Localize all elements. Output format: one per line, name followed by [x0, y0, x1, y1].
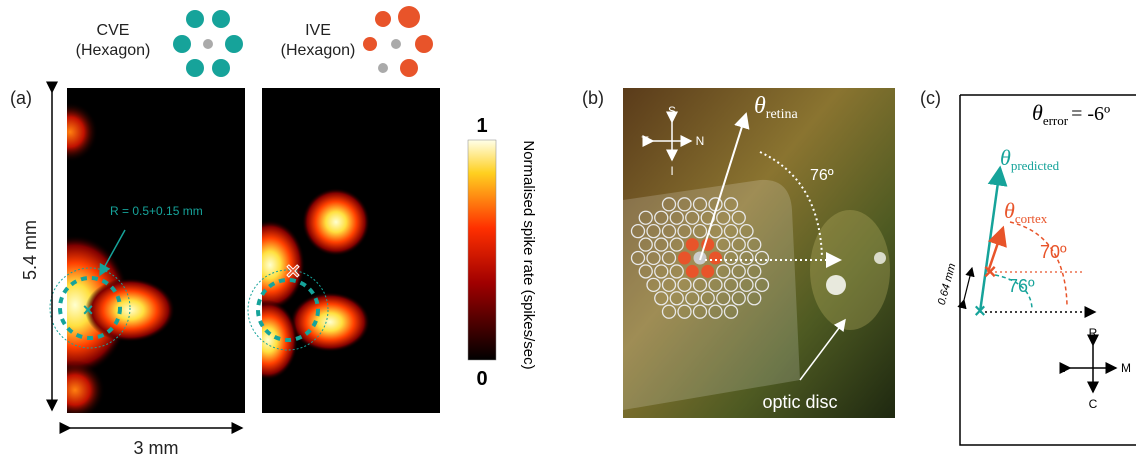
ive-name: IVE — [305, 22, 331, 39]
electrode — [678, 252, 691, 265]
compass-down: I — [670, 164, 673, 178]
compass — [1070, 345, 1116, 392]
compass-up: S — [668, 104, 676, 118]
compass-right: M — [1121, 361, 1131, 375]
heatmap-cve — [20, 88, 245, 420]
height-label: 5.4 mm — [20, 220, 40, 280]
cve-center: × — [83, 300, 94, 320]
angle-label: 76º — [810, 167, 834, 184]
compass-right: N — [696, 134, 705, 148]
theta-cortex: θcortex — [1004, 198, 1048, 226]
cortex-angle: 70º — [1040, 242, 1067, 262]
compass-left: L — [1059, 361, 1066, 375]
disc-label: optic disc — [762, 392, 837, 412]
ive-center: × — [286, 258, 300, 285]
colorbar-title: Normalised spike rate (spikes/sec) — [520, 140, 537, 369]
electrode — [686, 265, 699, 278]
colorbar — [468, 140, 496, 360]
compass-left: T — [641, 134, 649, 148]
predicted-arrow — [980, 168, 1000, 312]
compass-up: R — [1089, 326, 1098, 340]
radius-label: R = 0.5+0.15 mm — [110, 204, 203, 218]
cve-shape: (Hexagon) — [76, 42, 151, 59]
colorbar-max: 1 — [476, 115, 487, 137]
ive-hexagon — [363, 6, 433, 77]
ive-center: × — [984, 259, 997, 284]
electrode — [701, 265, 714, 278]
colorbar-min: 0 — [476, 368, 487, 390]
cve-name: CVE — [97, 22, 130, 39]
panel-label: (a) — [10, 88, 32, 108]
distance-label: 0.64 mm — [936, 262, 959, 306]
electrode — [709, 252, 722, 265]
cve-center: × — [974, 300, 986, 322]
distance-arrow — [964, 268, 972, 300]
heatmap-ive — [235, 88, 440, 413]
panel-label: (c) — [920, 88, 941, 108]
predicted-angle: 76º — [1008, 276, 1035, 296]
ive-shape: (Hexagon) — [281, 42, 356, 59]
panel-label: (b) — [582, 88, 604, 108]
figure: CVE (Hexagon) IVE (Hexagon) (a) × R = 0.… — [0, 0, 1136, 461]
electrode — [686, 238, 699, 251]
compass-down: C — [1089, 397, 1098, 411]
reflection — [874, 252, 886, 264]
width-label: 3 mm — [134, 438, 179, 458]
array-shadow — [623, 180, 800, 410]
theta-predicted: θpredicted — [1000, 145, 1060, 173]
theta-error: θerror= -6º — [1032, 100, 1110, 128]
cve-hexagon — [173, 10, 243, 77]
glow — [810, 210, 890, 330]
reflection — [826, 275, 846, 295]
